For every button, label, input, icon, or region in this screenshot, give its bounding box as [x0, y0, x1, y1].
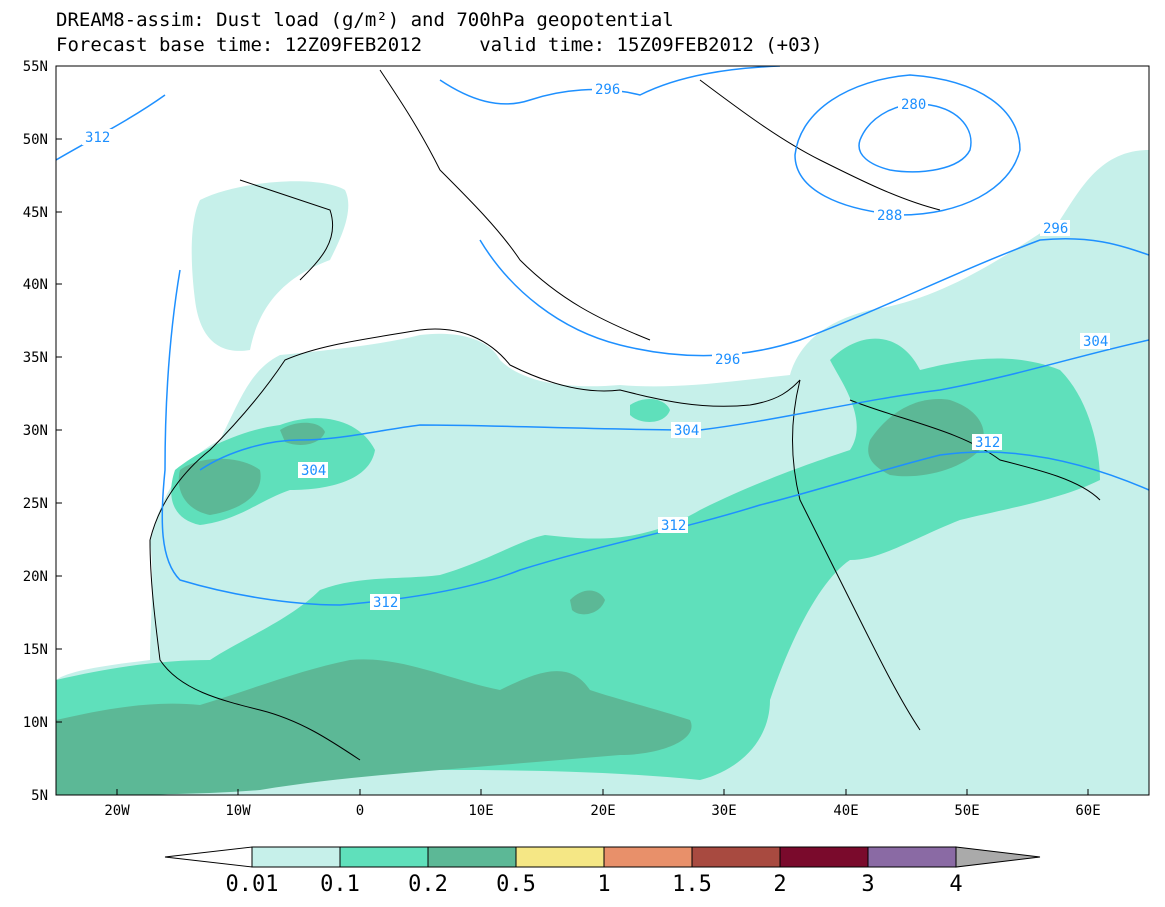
colorbar-labels: 0.01 0.1 0.2 0.5 1 1.5 2 3 4: [226, 872, 963, 897]
lat-label: 35N: [23, 350, 48, 366]
colorbar-label: 1.5: [672, 872, 712, 897]
lon-label: 10E: [468, 803, 493, 819]
coastlines: [149, 69, 1101, 761]
dust-region-dark: [570, 590, 605, 615]
contour-label: 296: [715, 352, 740, 368]
lon-label: 40E: [833, 803, 858, 819]
lon-label: 50E: [954, 803, 979, 819]
colorbar-label: 0.5: [496, 872, 536, 897]
contour-label: 312: [85, 130, 110, 146]
dust-region-mid: [630, 398, 670, 422]
lon-label: 30E: [711, 803, 736, 819]
colorbar-label: 2: [773, 872, 786, 897]
lat-label: 10N: [23, 715, 48, 731]
contour-label: 304: [1083, 334, 1108, 350]
lon-label: 20E: [590, 803, 615, 819]
colorbar-box: [339, 846, 429, 868]
colorbar-box: [691, 846, 781, 868]
contour-label: 304: [301, 463, 326, 479]
contour-line-312: [161, 269, 1149, 606]
contour-label-group: 312 296 280 288 296 296 304 304 304 312 …: [82, 81, 1110, 611]
colorbar-label: 1: [597, 872, 610, 897]
lat-label: 30N: [23, 423, 48, 439]
colorbar-box: [515, 846, 605, 868]
lat-label: 15N: [23, 642, 48, 658]
contour-label: 312: [975, 435, 1000, 451]
dust-region-dark: [868, 399, 984, 477]
colorbar-label: 3: [861, 872, 874, 897]
lat-label: 40N: [23, 277, 48, 293]
lat-label: 20N: [23, 569, 48, 585]
colorbar: [164, 846, 1041, 868]
contour-label: 304: [674, 423, 699, 439]
colorbar-box: [779, 846, 869, 868]
colorbar-label: 0.1: [320, 872, 360, 897]
contour-line-288: [794, 74, 1021, 216]
contour-line-304: [199, 339, 1149, 471]
contour-label: 296: [1043, 221, 1068, 237]
dust-region-dark: [56, 659, 692, 795]
contour-label: 312: [661, 518, 686, 534]
colorbar-low-arrow: [164, 846, 253, 868]
contour-label: 312: [373, 595, 398, 611]
contour-label: 296: [595, 82, 620, 98]
contour-label: 288: [877, 208, 902, 224]
lon-label: 20W: [104, 803, 130, 819]
lon-label: 0: [356, 803, 364, 819]
map-subtitle: Forecast base time: 12Z09FEB2012 valid t…: [56, 34, 823, 56]
colorbar-box: [603, 846, 693, 868]
contour-line-296: [479, 237, 1149, 357]
lon-label: 60E: [1075, 803, 1100, 819]
colorbar-box: [251, 846, 341, 868]
dust-fields: [56, 69, 1149, 795]
lat-label: 5N: [31, 788, 48, 804]
lat-ticks: [56, 65, 62, 796]
colorbar-high-arrow: [955, 846, 1041, 868]
colorbar-box: [867, 846, 957, 868]
colorbar-label: 4: [949, 872, 962, 897]
lon-labels: 20W 10W 0 10E 20E 30E 40E 50E 60E: [104, 803, 1100, 819]
lon-ticks: [116, 789, 1089, 795]
colorbar-label: 0.01: [226, 872, 279, 897]
colorbar-label: 0.2: [408, 872, 448, 897]
contour-line-280: [858, 103, 972, 173]
dust-region-light: [191, 181, 349, 351]
lat-label: 45N: [23, 205, 48, 221]
map-title: DREAM8-assim: Dust load (g/m²) and 700hP…: [56, 9, 674, 31]
lat-label: 55N: [23, 59, 48, 75]
lat-labels: 55N 50N 45N 40N 35N 30N 25N 20N 15N 10N …: [23, 59, 48, 804]
contour-line-312: [56, 94, 166, 161]
dust-region-dark: [178, 458, 261, 515]
contour-label: 280: [901, 97, 926, 113]
lat-label: 50N: [23, 132, 48, 148]
colorbar-box: [427, 846, 517, 868]
lon-label: 10W: [225, 803, 251, 819]
lat-label: 25N: [23, 496, 48, 512]
